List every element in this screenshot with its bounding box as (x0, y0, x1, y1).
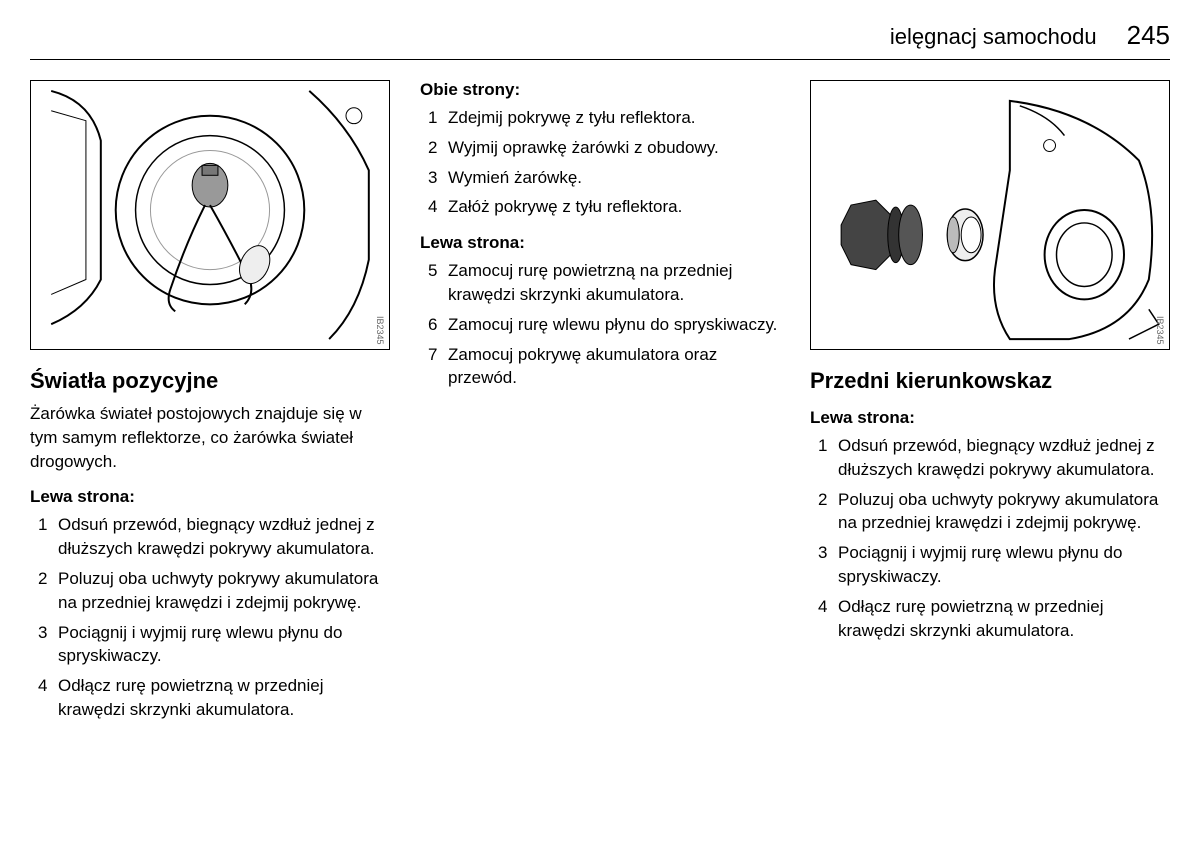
steps-both-sides: Zdejmij pokrywę z tyłu reflektora. Wyjmi… (420, 106, 780, 219)
step-item: Zamocuj rurę wlewu płynu do spryskiwaczy… (420, 313, 780, 337)
step-item: Pociągnij i wyjmij rurę wlewu płynu do s… (30, 621, 390, 669)
steps-left-side-2: Zamocuj rurę powietrzną na przedniej kra… (420, 259, 780, 390)
step-item: Odłącz rurę powietrzną w przedniej krawę… (810, 595, 1170, 643)
subheading-both-sides: Obie strony: (420, 80, 780, 100)
diagram-id: IB2345 (1155, 316, 1165, 345)
step-item: Pociągnij i wyjmij rurę wlewu płynu do s… (810, 541, 1170, 589)
steps-left-side: Odsuń przewód, biegnący wzdłuż jednej z … (30, 513, 390, 721)
step-item: Poluzuj oba uchwyty pokrywy akumulatora … (810, 488, 1170, 536)
step-item: Poluzuj oba uchwyty pokrywy akumulatora … (30, 567, 390, 615)
subheading-left-side: Lewa strona: (30, 487, 390, 507)
subheading-left-side-2: Lewa strona: (420, 233, 780, 253)
content-columns: IB2345 Światła pozycyjne Żarówka świateł… (30, 80, 1170, 728)
step-item: Załóż pokrywę z tyłu reflektora. (420, 195, 780, 219)
step-item: Wyjmij oprawkę żarówki z obudowy. (420, 136, 780, 160)
heading-position-lights: Światła pozycyjne (30, 368, 390, 394)
page-number: 245 (1127, 20, 1170, 51)
column-right: IB2345 Przedni kierunkowskaz Lewa strona… (810, 80, 1170, 728)
intro-text: Żarówka świateł postojowych znajduje się… (30, 402, 390, 473)
heading-turn-signal: Przedni kierunkowskaz (810, 368, 1170, 394)
diagram-turn-signal: IB2345 (810, 80, 1170, 350)
step-item: Zamocuj rurę powietrzną na przedniej kra… (420, 259, 780, 307)
step-item: Odsuń przewód, biegnący wzdłuż jednej z … (30, 513, 390, 561)
step-item: Odłącz rurę powietrzną w przedniej krawę… (30, 674, 390, 722)
step-item: Zamocuj pokrywę akumulatora oraz przewód… (420, 343, 780, 391)
step-item: Zdejmij pokrywę z tyłu reflektora. (420, 106, 780, 130)
diagram-position-light: IB2345 (30, 80, 390, 350)
section-title: ielęgnacj samochodu (890, 24, 1097, 50)
diagram-id: IB2345 (375, 316, 385, 345)
step-item: Wymień żarówkę. (420, 166, 780, 190)
step-item: Odsuń przewód, biegnący wzdłuż jednej z … (810, 434, 1170, 482)
steps-turn-signal: Odsuń przewód, biegnący wzdłuż jednej z … (810, 434, 1170, 642)
column-middle: Obie strony: Zdejmij pokrywę z tyłu refl… (420, 80, 780, 728)
column-left: IB2345 Światła pozycyjne Żarówka świateł… (30, 80, 390, 728)
page-header: ielęgnacj samochodu 245 (30, 20, 1170, 60)
subheading-left-side-3: Lewa strona: (810, 408, 1170, 428)
